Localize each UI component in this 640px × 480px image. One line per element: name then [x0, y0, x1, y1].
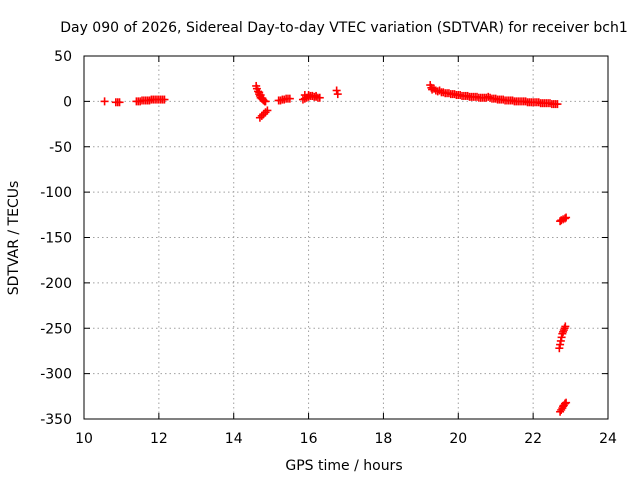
x-tick-label: 12	[150, 431, 168, 447]
data-point	[261, 97, 270, 106]
data-point	[145, 96, 154, 105]
data-point	[463, 91, 472, 100]
x-tick-label: 16	[300, 431, 318, 447]
data-point	[444, 89, 453, 98]
data-point	[439, 88, 448, 97]
data-point	[259, 110, 268, 119]
x-tick-label: 22	[524, 431, 542, 447]
data-point	[263, 106, 272, 115]
data-point	[473, 92, 481, 101]
grid-lines	[84, 56, 608, 419]
data-point	[545, 99, 554, 108]
y-tick-label: -50	[49, 140, 72, 156]
tick-labels: 10 12 14 16 18 20 22 24 50 0 -50 -100 -150 -200 -250 -3…	[40, 49, 617, 447]
y-tick-label: -250	[40, 321, 72, 337]
data-point	[562, 398, 571, 407]
data-point	[315, 93, 324, 102]
axis-ticks	[83, 55, 609, 420]
data-point	[280, 95, 289, 104]
data-point	[562, 213, 571, 222]
data-point	[456, 91, 465, 100]
x-tick-label: 20	[449, 431, 467, 447]
x-tick-label: 24	[599, 431, 617, 447]
y-tick-label: -100	[40, 185, 72, 201]
data-point	[136, 97, 145, 106]
data-point	[560, 399, 569, 408]
x-tick-label: 18	[375, 431, 393, 447]
data-point	[256, 91, 265, 100]
x-tick-label: 14	[225, 431, 243, 447]
data-point	[561, 322, 570, 331]
data-point	[276, 96, 285, 105]
x-tick-label: 10	[75, 431, 93, 447]
data-points	[100, 81, 571, 416]
y-tick-label: -150	[40, 231, 72, 247]
data-point	[255, 113, 264, 122]
data-point	[499, 95, 508, 104]
data-point	[160, 95, 169, 104]
y-tick-label: -350	[40, 412, 72, 428]
data-point	[553, 100, 562, 109]
data-point	[332, 86, 341, 95]
data-point	[100, 97, 109, 106]
y-tick-label: -200	[40, 276, 72, 292]
y-axis-label: SDTVAR / TECUs	[6, 181, 22, 296]
data-point	[486, 93, 495, 102]
data-point	[521, 97, 530, 106]
data-point	[261, 108, 270, 117]
data-point	[484, 92, 493, 101]
data-point	[285, 94, 294, 103]
data-point	[534, 98, 543, 107]
data-point	[428, 85, 437, 94]
data-point	[115, 98, 124, 107]
data-point	[333, 90, 342, 99]
data-point	[560, 214, 569, 223]
data-point	[312, 91, 321, 100]
data-point	[257, 111, 266, 120]
y-tick-label: 50	[54, 49, 72, 65]
x-axis-label: GPS time / hours	[285, 458, 402, 474]
chart-title: Day 090 of 2026, Sidereal Day-to-day VTE…	[60, 20, 628, 36]
data-point	[304, 91, 313, 100]
y-tick-label: 0	[63, 94, 72, 110]
y-tick-label: -300	[40, 367, 72, 383]
data-point	[508, 96, 517, 105]
data-point	[450, 90, 459, 99]
